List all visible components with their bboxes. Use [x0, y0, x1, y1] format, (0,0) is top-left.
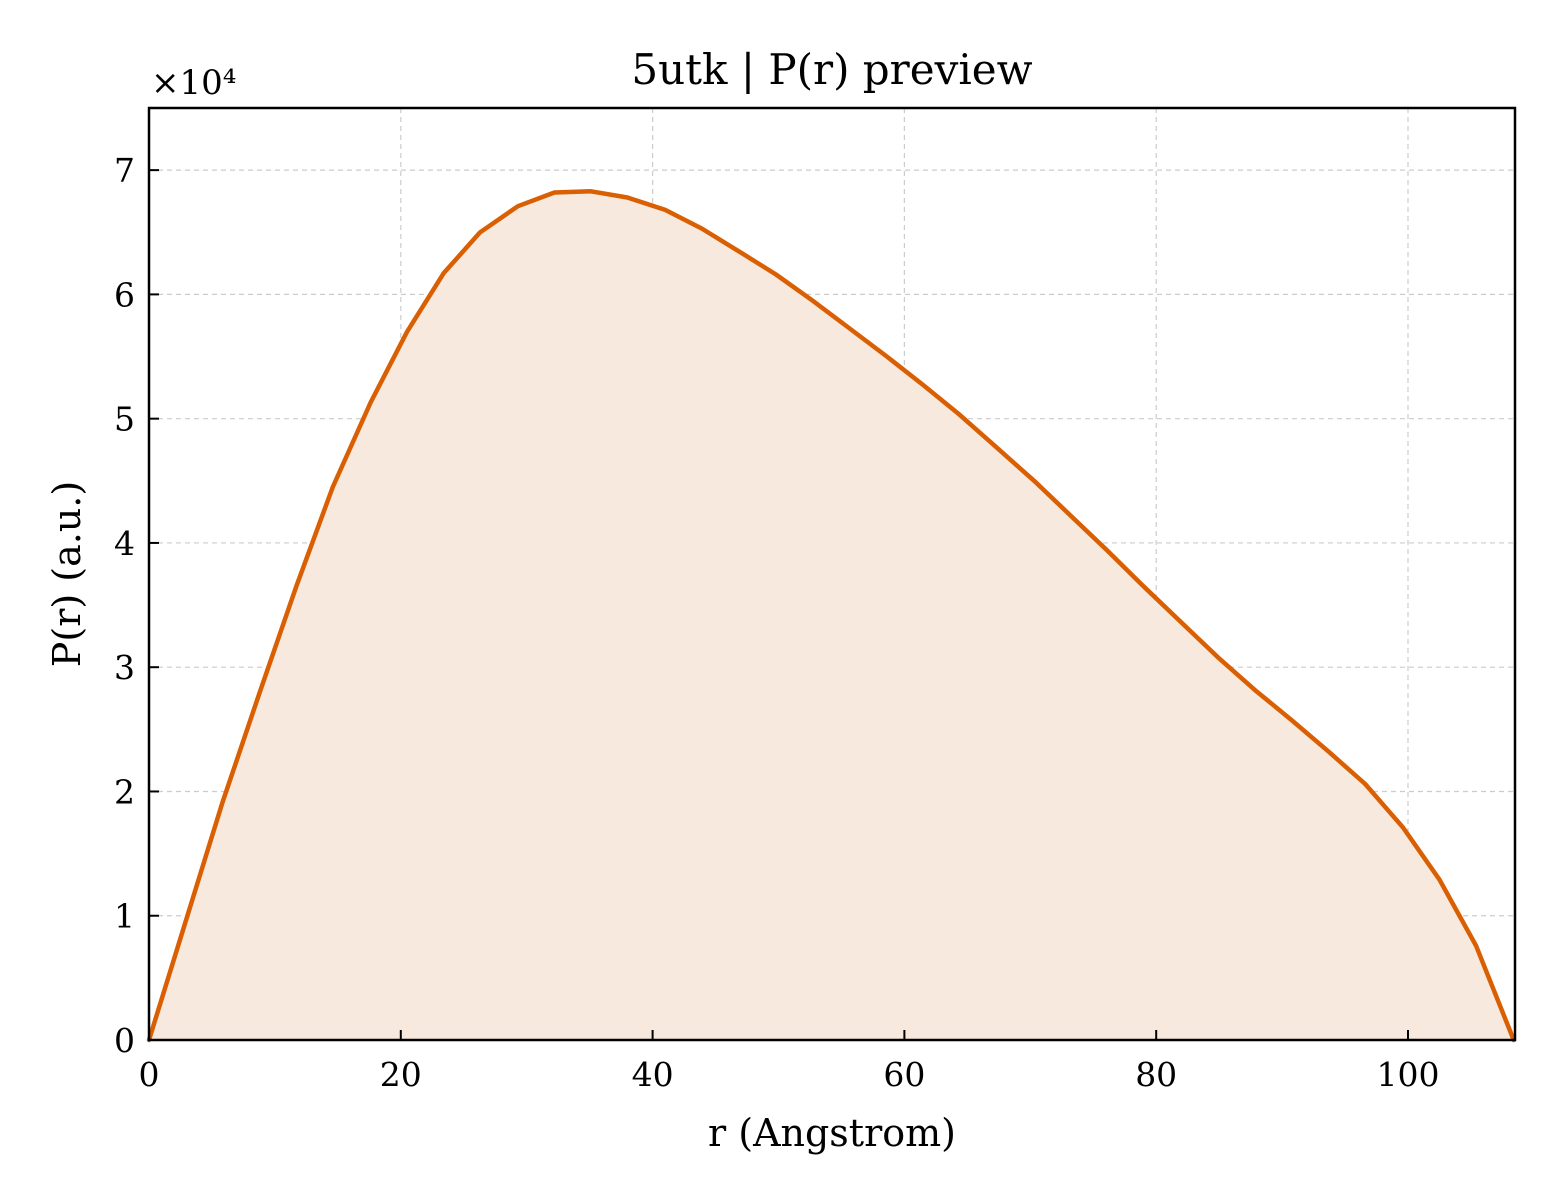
series-line [146, 189, 1516, 1043]
y-tick-label: 7 [114, 151, 135, 190]
x-tick-label: 40 [632, 1055, 674, 1094]
y-tick-label: 5 [114, 400, 135, 439]
x-tick-label: 60 [883, 1055, 925, 1094]
x-tick-label: 100 [1376, 1055, 1439, 1094]
x-tick-label: 20 [380, 1055, 422, 1094]
area-fill [149, 191, 1514, 1041]
tick-layer: 0 20 40 60 80 100 0 1 2 3 4 5 6 7 [114, 151, 1439, 1094]
x-tick-label: 80 [1135, 1055, 1177, 1094]
chart-title: 5utk | P(r) preview [631, 45, 1032, 94]
y-tick-label: 1 [114, 897, 135, 936]
x-tick-label: 0 [139, 1055, 160, 1094]
y-axis-label: P(r) (a.u.) [45, 481, 89, 667]
y-tick-label: 6 [114, 275, 135, 314]
y-tick-label: 0 [114, 1021, 135, 1060]
y-axis-multiplier: ×10⁴ [151, 63, 236, 103]
plot-frame [147, 106, 1517, 1042]
x-axis-label: r (Angstrom) [708, 1111, 956, 1155]
y-tick-label: 3 [114, 648, 135, 687]
y-tick-label: 4 [114, 524, 135, 563]
y-tick-label: 2 [114, 772, 135, 811]
